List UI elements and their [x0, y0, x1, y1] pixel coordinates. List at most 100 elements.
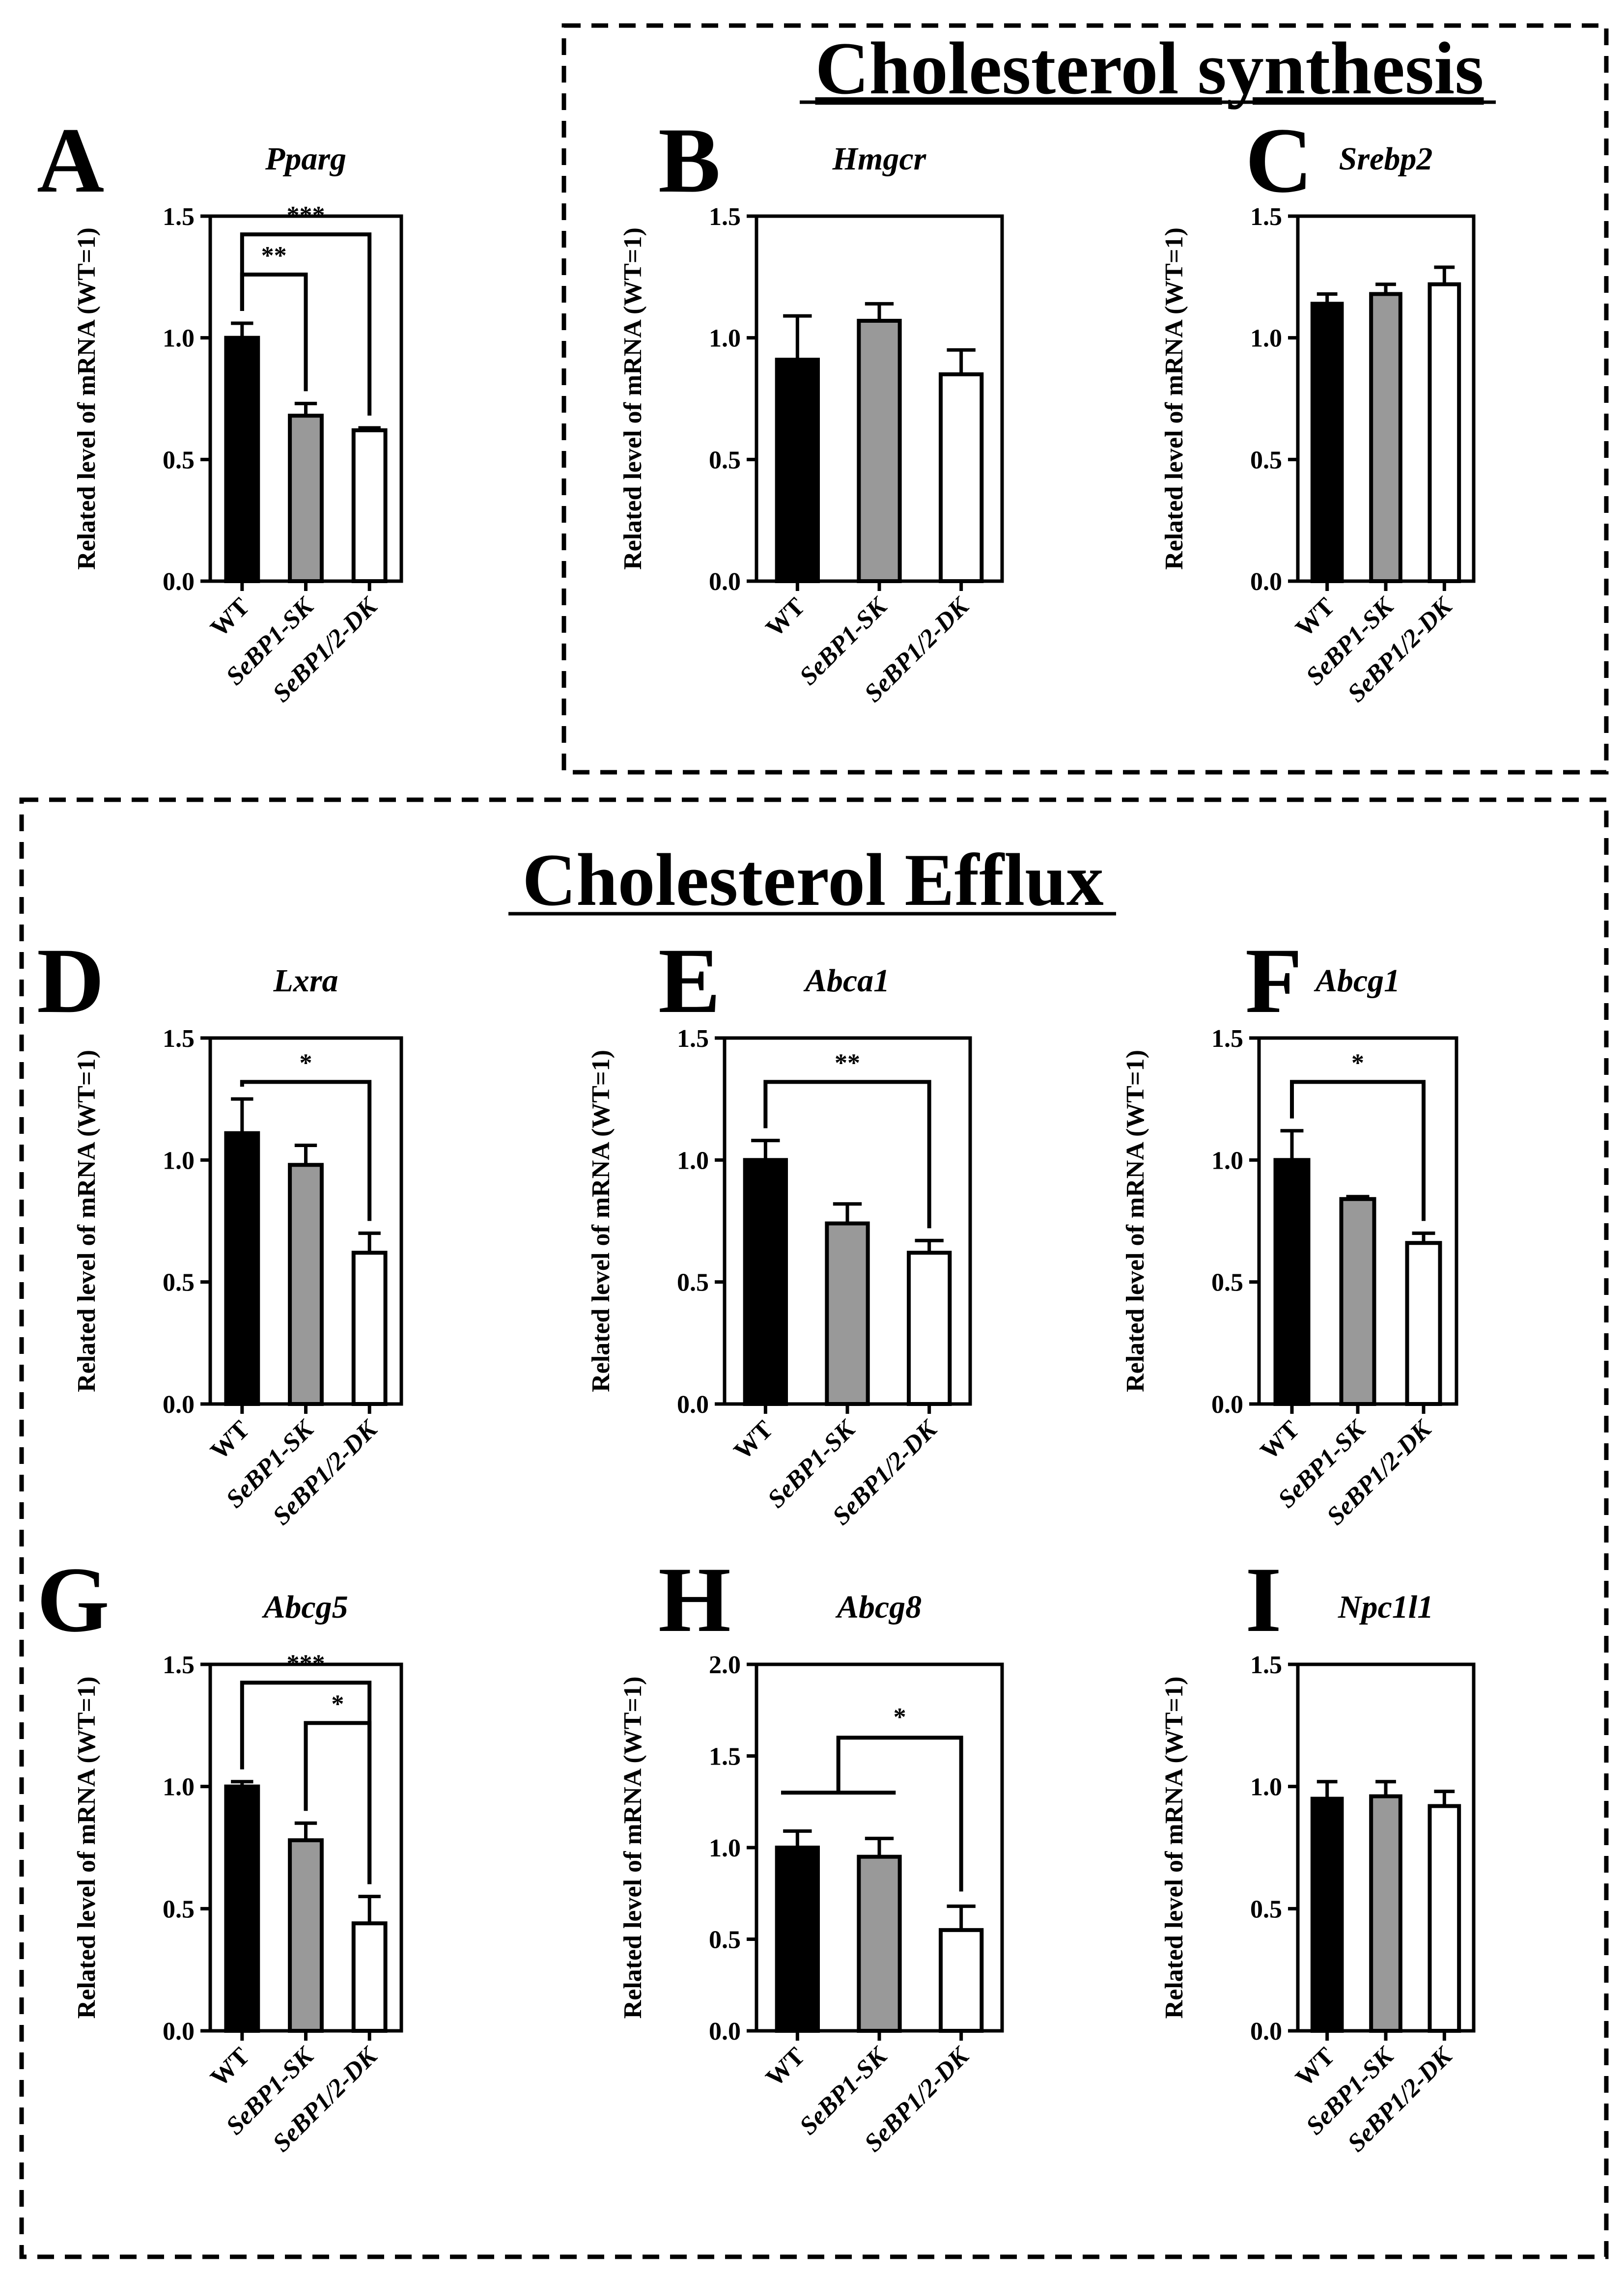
bar-sebp1-sk [825, 1221, 870, 1406]
panel-title: Hmgcr [832, 141, 927, 177]
bar-sebp1-sk [288, 1163, 324, 1406]
bar-wt [775, 358, 820, 583]
x-tick-label-wt: WT [760, 592, 811, 643]
y-tick-label: 1.5 [709, 1743, 741, 1771]
significance-bracket [1290, 1080, 1426, 1221]
panel-letter: H [658, 1548, 731, 1652]
significance-bracket [836, 1736, 963, 1892]
y-tick-label: 1.0 [677, 1147, 709, 1175]
y-tick-label: 0.5 [163, 1895, 195, 1923]
x-tick-label-wt: WT [205, 1415, 255, 1465]
panel-title: Npc1l1 [1338, 1589, 1433, 1625]
y-tick-label: 1.0 [1250, 325, 1282, 353]
y-tick-label: 0.5 [1250, 1895, 1282, 1923]
panel-title: Srebp2 [1339, 141, 1433, 177]
efflux-section-title: Cholesterol Efflux [522, 839, 1104, 921]
bar-sebp1-sk [288, 1838, 324, 2033]
y-tick-label: 1.0 [1211, 1147, 1243, 1175]
bar-wt [224, 1131, 260, 1406]
panel-letter: G [37, 1548, 110, 1652]
panel-h: H Abcg8 0.0 0.5 1.0 1.5 2.0 Related level of mR… [619, 1548, 1004, 2158]
y-tick-label: 0.0 [709, 2018, 741, 2046]
y-tick-label: 1.5 [163, 1025, 195, 1053]
panel-title: Lxra [273, 963, 338, 999]
panel-letter: F [1245, 929, 1302, 1033]
x-tick-label-wt: WT [1290, 592, 1341, 643]
bar-wt [224, 336, 260, 584]
y-axis-label: Related level of mRNA (WT=1) [1121, 1050, 1149, 1392]
y-tick-label: 1.5 [1250, 203, 1282, 231]
y-tick-label: 1.5 [709, 203, 741, 231]
significance-bracket [240, 1681, 372, 1884]
y-tick-label: 0.5 [709, 446, 741, 474]
significance-label: *** [287, 201, 325, 229]
bar-wt [1310, 1797, 1344, 2033]
y-tick-label: 0.0 [1250, 2018, 1282, 2046]
y-tick-label: 0.0 [677, 1391, 709, 1419]
bar-sebp1-2-dk [351, 1251, 388, 1406]
bar-sebp1-2-dk [1405, 1241, 1442, 1406]
y-tick-label: 1.5 [677, 1025, 709, 1053]
bar-sebp1-2-dk [1428, 282, 1461, 583]
y-tick-label: 1.0 [709, 325, 741, 353]
y-axis-label: Related level of mRNA (WT=1) [73, 1677, 101, 2019]
panel-title: Pparg [265, 141, 346, 177]
y-axis-label: Related level of mRNA (WT=1) [619, 1677, 647, 2019]
bar-sebp1-sk [1369, 1794, 1402, 2033]
panel-letter: D [37, 929, 104, 1033]
y-tick-label: 1.0 [1250, 1773, 1282, 1801]
significance-label: * [331, 1690, 344, 1718]
bar-sebp1-sk [1339, 1197, 1376, 1406]
panel-letter: A [37, 109, 104, 212]
panel-title: Abca1 [803, 963, 890, 999]
y-tick-label: 1.0 [163, 1773, 195, 1801]
significance-label: ** [261, 242, 287, 270]
bar-sebp1-2-dk [907, 1251, 952, 1406]
bar-sebp1-sk [288, 414, 324, 583]
panel-title: Abcg8 [835, 1589, 922, 1625]
significance-label: * [1351, 1049, 1364, 1077]
y-tick-label: 1.5 [1250, 1651, 1282, 1679]
synthesis-section-title: Cholesterol synthesis [815, 27, 1484, 110]
bar-wt [743, 1158, 788, 1406]
bar-sebp1-sk [1369, 292, 1402, 583]
panel-c: C Srebp2 0.0 0.5 1.0 1.5 Related level of mRNA… [1160, 109, 1476, 708]
y-axis-label: Related level of mRNA (WT=1) [1160, 227, 1188, 570]
y-tick-label: 1.0 [163, 325, 195, 353]
bar-sebp1-sk [857, 318, 902, 583]
y-axis-label: Related level of mRNA (WT=1) [73, 1050, 101, 1392]
synthesis-section-frame [561, 23, 1609, 775]
y-tick-label: 1.0 [709, 1834, 741, 1862]
bar-sebp1-2-dk [939, 372, 984, 583]
y-tick-label: 0.5 [163, 1269, 195, 1297]
y-tick-label: 0.5 [1250, 446, 1282, 474]
y-tick-label: 0.0 [1211, 1391, 1243, 1419]
y-tick-label: 1.0 [163, 1147, 195, 1175]
y-tick-label: 0.5 [163, 446, 195, 474]
significance-bracket [240, 1080, 372, 1221]
y-axis-label: Related level of mRNA (WT=1) [619, 227, 647, 570]
bar-sebp1-2-dk [939, 1928, 984, 2033]
panel-i: I Npc1l1 0.0 0.5 1.0 1.5 Related level of mRNA… [1160, 1548, 1476, 2158]
significance-bracket [763, 1080, 931, 1229]
panel-d: D Lxra 0.0 0.5 1.0 1.5 Related level of mRNA (… [37, 929, 403, 1531]
significance-label: * [894, 1703, 906, 1731]
panel-letter: B [658, 109, 721, 212]
bar-sebp1-2-dk [351, 1921, 388, 2033]
significance-bracket [240, 232, 372, 416]
panel-f: F Abcg1 0.0 0.5 1.0 1.5 Related level of mRNA … [1121, 929, 1458, 1531]
efflux-section-frame [19, 797, 1609, 2259]
bar-sebp1-sk [857, 1854, 902, 2033]
y-tick-label: 0.0 [709, 568, 741, 596]
panel-letter: E [658, 929, 721, 1033]
y-axis-label: Related level of mRNA (WT=1) [73, 227, 101, 570]
bar-wt [1310, 302, 1344, 583]
significance-label: * [300, 1049, 312, 1077]
y-axis-label: Related level of mRNA (WT=1) [1160, 1677, 1188, 2019]
y-tick-label: 0.5 [709, 1926, 741, 1954]
panel-a: A Pparg 0.0 0.5 1.0 1.5 Related level of mRNA … [37, 109, 403, 708]
y-tick-label: 0.0 [163, 568, 195, 596]
significance-label: *** [287, 1650, 325, 1678]
x-tick-label-wt: WT [1290, 2042, 1341, 2092]
